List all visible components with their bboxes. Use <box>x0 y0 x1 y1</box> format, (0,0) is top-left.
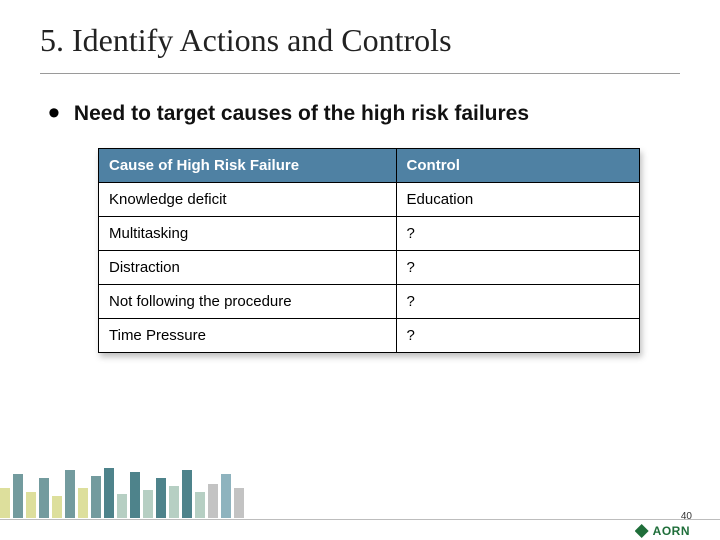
logo-mark-icon <box>635 524 649 538</box>
col-header-cause: Cause of High Risk Failure <box>99 149 397 183</box>
table-header-row: Cause of High Risk Failure Control <box>99 149 640 183</box>
footer-bar <box>65 470 75 518</box>
table-row: Not following the procedure ? <box>99 285 640 319</box>
footer-bar <box>182 470 192 518</box>
cell-control: ? <box>396 217 639 251</box>
bullet-row: • Need to target causes of the high risk… <box>0 74 720 126</box>
cell-cause: Not following the procedure <box>99 285 397 319</box>
page-number: 40 <box>681 511 692 522</box>
cell-cause: Knowledge deficit <box>99 183 397 217</box>
table-row: Multitasking ? <box>99 217 640 251</box>
cell-cause: Time Pressure <box>99 319 397 353</box>
footer-bar <box>143 490 153 518</box>
cell-control: ? <box>396 251 639 285</box>
footer-bar <box>91 476 101 518</box>
table-row: Time Pressure ? <box>99 319 640 353</box>
footer-bar <box>78 488 88 518</box>
logo: AORN <box>635 524 690 538</box>
table-row: Knowledge deficit Education <box>99 183 640 217</box>
footer-bar <box>0 488 10 518</box>
footer-bar <box>221 474 231 518</box>
footer-bar <box>52 496 62 518</box>
footer-bar <box>130 472 140 518</box>
bullet-icon: • <box>48 102 60 124</box>
bullet-text: Need to target causes of the high risk f… <box>74 102 529 126</box>
cell-control: ? <box>396 319 639 353</box>
cell-control: ? <box>396 285 639 319</box>
footer-bar <box>117 494 127 518</box>
footer-art <box>0 466 270 518</box>
cell-cause: Multitasking <box>99 217 397 251</box>
slide-title: 5. Identify Actions and Controls <box>0 0 720 69</box>
cell-cause: Distraction <box>99 251 397 285</box>
controls-table: Cause of High Risk Failure Control Knowl… <box>98 148 640 353</box>
footer-bar <box>195 492 205 518</box>
footer-bar <box>104 468 114 518</box>
footer-bar <box>39 478 49 518</box>
footer-bar <box>234 488 244 518</box>
logo-text: AORN <box>653 524 690 538</box>
footer-bar <box>169 486 179 518</box>
footer-rule <box>0 519 720 520</box>
footer-bar <box>208 484 218 518</box>
slide: 5. Identify Actions and Controls • Need … <box>0 0 720 540</box>
table-row: Distraction ? <box>99 251 640 285</box>
footer-bar <box>13 474 23 518</box>
footer-bar <box>26 492 36 518</box>
col-header-control: Control <box>396 149 639 183</box>
footer-bar <box>156 478 166 518</box>
cell-control: Education <box>396 183 639 217</box>
table-wrap: Cause of High Risk Failure Control Knowl… <box>0 126 720 353</box>
